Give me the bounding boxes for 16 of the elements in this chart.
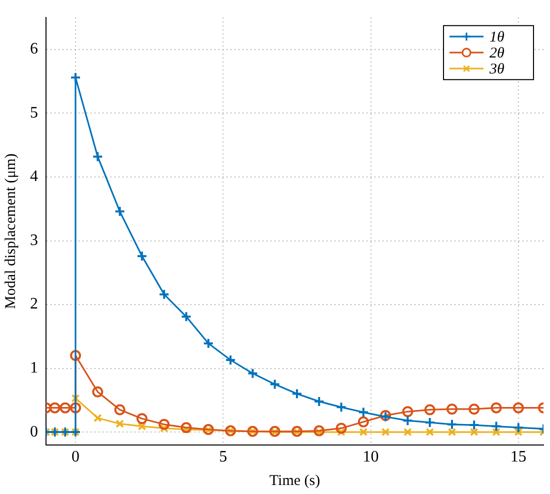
- x-tick-label: 5: [219, 448, 228, 466]
- legend-label: 3θ: [488, 62, 505, 78]
- legend-label: 2θ: [490, 46, 505, 62]
- x-axis-title: Time (s): [269, 472, 320, 489]
- x-tick-label: 15: [510, 448, 526, 466]
- x-tick-label: 10: [362, 448, 379, 466]
- y-tick-label: 5: [30, 104, 38, 122]
- y-tick-label: 2: [30, 296, 38, 313]
- y-tick-label: 1: [30, 359, 38, 376]
- y-tick-label: 3: [30, 232, 38, 249]
- legend-label: 1θ: [490, 30, 505, 46]
- y-tick-label: 4: [30, 168, 38, 186]
- y-axis-title: Modal displacement (μm): [2, 153, 19, 309]
- x-tick-label: 0: [72, 448, 80, 466]
- y-tick-label: 0: [30, 423, 38, 440]
- y-tick-label: 6: [30, 40, 38, 58]
